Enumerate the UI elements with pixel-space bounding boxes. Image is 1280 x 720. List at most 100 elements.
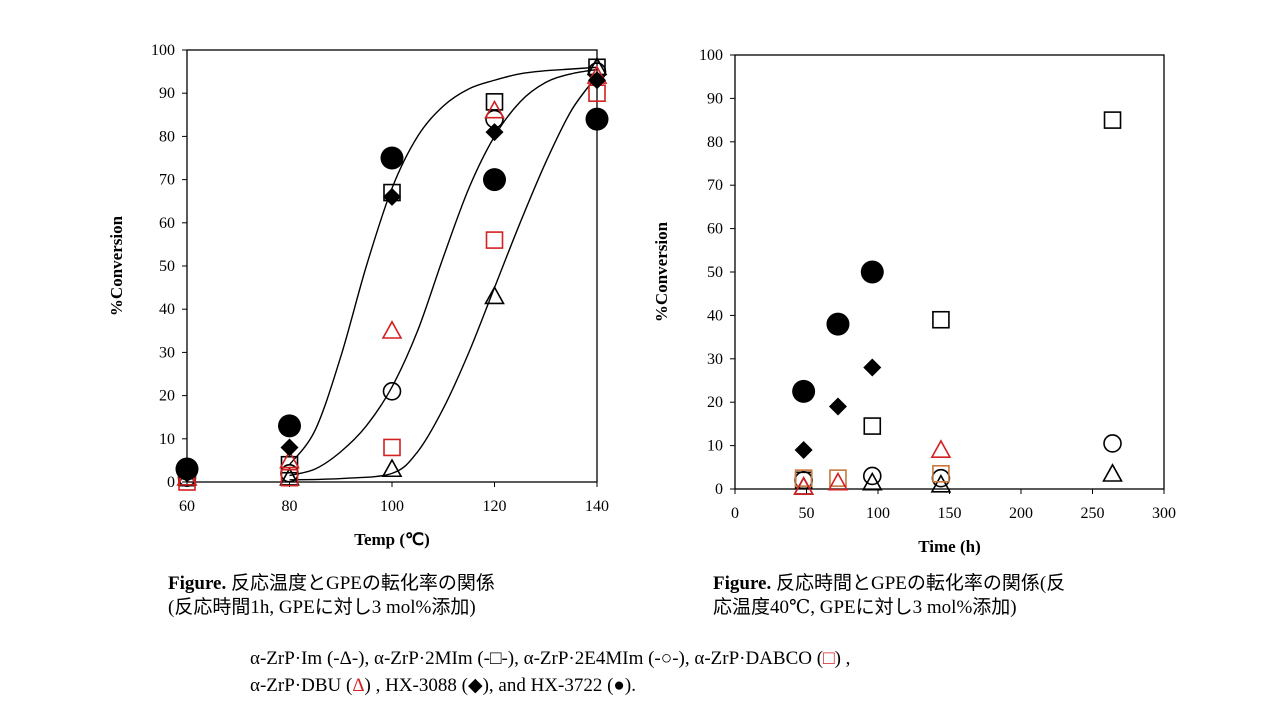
temp-chart-data-point-square-open [485, 231, 504, 249]
temp-chart-data-point-circle-filled [175, 457, 199, 481]
legend-line2-end: ) , HX-3088 (◆), and HX-3722 (●). [364, 675, 636, 696]
temp-chart-x-tick-label: 60 [179, 498, 195, 515]
time-chart-data-point-square-open [932, 310, 950, 329]
temp-chart-y-tick-label: 20 [159, 388, 175, 405]
temp-chart-trend-curve [289, 75, 598, 481]
time-chart-y-tick-label: 70 [707, 177, 723, 194]
temp-chart-data-point-triangle-open [279, 449, 300, 469]
legend-dabco-symbol: □ [823, 648, 835, 669]
left-caption-line1: 反応温度とGPEの転化率の関係 [226, 573, 495, 594]
time-chart-data-point-diamond-filled [794, 440, 813, 459]
time-chart-x-tick-label: 300 [1152, 505, 1176, 522]
time-chart-data-point-diamond-filled [828, 397, 847, 416]
temp-chart-data-point-circle-filled [380, 146, 404, 170]
temp-chart-data-point-diamond-filled [485, 123, 504, 142]
temp-chart-y-tick-label: 0 [167, 474, 175, 491]
time-chart-x-tick-label: 0 [731, 505, 739, 522]
legend-line-1: α-ZrP·Im (-Δ-), α-ZrP·2MIm (-□-), α-ZrP·… [250, 645, 850, 672]
time-chart-y-tick-label: 60 [707, 221, 723, 238]
temp-chart-data-point-triangle-open [381, 320, 403, 339]
temp-chart-x-axis-title: Temp (℃) [354, 530, 430, 549]
temp-chart-y-tick-label: 70 [159, 172, 175, 189]
right-caption-line1: 反応時間とGPEの転化率の関係(反 [771, 573, 1066, 594]
right-caption-line2: 応温度40℃, GPEに対し3 mol%添加) [713, 597, 1017, 618]
time-chart-data-point-circle-filled [860, 260, 884, 284]
time-chart-x-tick-label: 200 [1009, 505, 1033, 522]
time-chart-data-point-circle-open [1103, 434, 1122, 453]
time-chart-data-point-circle-open [931, 468, 951, 488]
temp-chart-y-axis-title: %Conversion [107, 215, 126, 316]
temp-chart-data-point-diamond-filled [383, 187, 401, 206]
time-chart-data-point-circle-open [862, 466, 882, 486]
time-chart-plot-frame [734, 54, 1165, 490]
temp-chart-plot-frame [186, 49, 598, 483]
left-caption-line2: (反応時間1h, GPEに対し3 mol%添加) [168, 597, 476, 618]
time-chart-data-point-square-open [863, 417, 882, 435]
right-figure-caption: Figure. 反応時間とGPEの転化率の関係(反 応温度40℃, GPEに対し… [713, 572, 1065, 620]
time-chart-data-point-triangle-open [793, 476, 814, 495]
temp-chart-data-point-triangle-open [484, 99, 505, 119]
time-chart-data-point-triangle-open [930, 439, 952, 458]
time-chart-y-tick-label: 80 [707, 134, 723, 151]
temp-chart-data-point-triangle-open [484, 285, 505, 305]
time-chart-x-tick-label: 150 [938, 505, 962, 522]
time-chart-y-tick-label: 40 [707, 307, 723, 324]
legend-line1-end: ) , [834, 648, 851, 669]
time-chart-data-point-triangle-open [861, 471, 883, 491]
temp-chart-data-point-square-open [280, 468, 299, 487]
temp-chart-y-tick-label: 40 [159, 301, 175, 318]
time-chart-data-point-triangle-open [793, 476, 814, 495]
time-chart-data-point-triangle-open [827, 471, 849, 491]
temp-chart-trend-curve [289, 68, 598, 477]
time-chart-data-point-square-open [1103, 111, 1122, 129]
temp-chart-data-point-diamond-filled [280, 438, 299, 457]
time-chart-x-tick-label: 50 [799, 505, 815, 522]
temp-chart-trend-curve [288, 66, 598, 466]
time-chart-y-tick-label: 50 [707, 264, 723, 281]
legend-line1-text: α-ZrP·Im (-Δ-), α-ZrP·2MIm (-□-), α-ZrP·… [250, 648, 824, 669]
temp-chart-x-tick-label: 80 [282, 498, 298, 515]
time-chart-y-tick-label: 90 [707, 90, 723, 107]
temp-chart-data-point-diamond-filled [588, 71, 606, 90]
time-chart-x-tick-label: 250 [1081, 505, 1105, 522]
temp-chart-y-tick-label: 30 [159, 344, 175, 361]
temp-chart-x-tick-label: 140 [585, 498, 609, 515]
time-chart-x-tick-label: 100 [866, 505, 890, 522]
time-chart-x-axis-title: Time (h) [918, 537, 981, 556]
legend-line2-text: α-ZrP·DBU ( [250, 675, 353, 696]
time-chart-data-point-triangle-open [1102, 463, 1123, 482]
time-chart-y-tick-label: 100 [699, 47, 723, 64]
temp-chart-y-tick-label: 50 [159, 258, 175, 275]
temperature-conversion-chart: 0 10 20 30 40 50 60 70 80 90 100 60 80 100 120 140 Temp … [107, 42, 609, 549]
time-chart-data-point-square-open [794, 471, 813, 490]
temp-chart-x-tick-label: 120 [483, 498, 507, 515]
temp-chart-data-point-square-open [383, 438, 401, 457]
time-chart-data-point-circle-open [794, 471, 813, 490]
temp-chart-y-tick-label: 100 [151, 42, 175, 59]
time-chart-data-point-circle-filled [826, 312, 850, 336]
temp-chart-data-point-triangle-open [381, 458, 403, 478]
time-chart-data-point-circle-filled [792, 379, 816, 403]
time-chart-y-tick-label: 20 [707, 394, 723, 411]
time-chart-y-tick-label: 30 [707, 351, 723, 368]
temp-chart-data-point-circle-filled [483, 168, 506, 192]
time-chart-data-point-square-open [794, 469, 813, 487]
temp-chart-y-tick-label: 60 [159, 215, 175, 232]
left-figure-caption: Figure. 反応温度とGPEの転化率の関係 (反応時間1h, GPEに対し3… [168, 572, 495, 620]
right-caption-label: Figure. [713, 573, 772, 594]
time-chart-y-tick-label: 10 [707, 438, 723, 455]
time-chart-y-tick-label: 0 [715, 481, 723, 498]
legend-line-2: α-ZrP·DBU (Δ) , HX-3088 (◆), and HX-3722… [250, 672, 850, 699]
temp-chart-y-tick-label: 90 [159, 85, 175, 102]
legend-dbu-symbol: Δ [352, 675, 365, 696]
left-caption-label: Figure. [168, 573, 227, 594]
time-chart-data-point-triangle-open [930, 474, 952, 493]
time-chart-y-axis-title: %Conversion [652, 221, 671, 322]
temp-chart-data-point-circle-filled [585, 107, 609, 131]
time-chart-data-point-diamond-filled [863, 358, 882, 377]
time-chart-data-point-square-open [829, 469, 847, 487]
temp-chart-x-tick-label: 100 [380, 498, 404, 515]
temp-chart-data-point-circle-open [382, 381, 402, 401]
temp-chart-y-tick-label: 80 [159, 128, 175, 145]
temp-chart-y-tick-label: 10 [159, 431, 175, 448]
